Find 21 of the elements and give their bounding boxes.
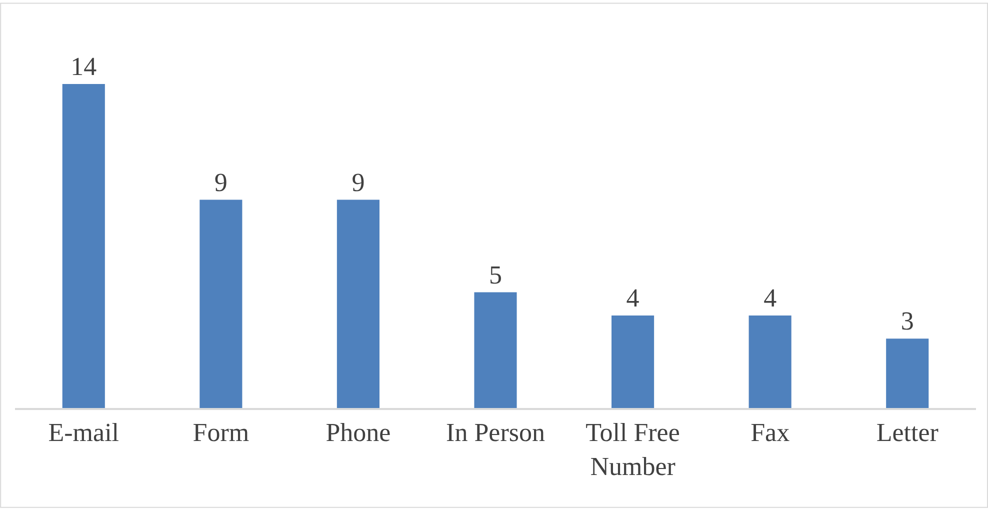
bar [200,200,242,408]
bar [612,315,654,408]
data-label: 9 [352,168,365,197]
bar [474,292,517,408]
bar [336,200,380,408]
data-label: 5 [489,260,502,290]
data-label: 4 [764,283,777,312]
x-tick-label: In Person [446,418,545,447]
x-tick-label: Toll Free Number [586,418,680,481]
bar [748,315,792,408]
x-tick-label: Form [192,418,250,447]
x-tick-label: Phone [326,418,391,447]
data-label: 9 [214,168,228,197]
bar [886,338,929,408]
bar [62,84,105,408]
x-tick-label: Letter [876,418,939,447]
x-tick-label: Fax [750,418,790,447]
x-tick-label: E-mail [48,418,120,447]
data-label: 14 [70,52,97,82]
data-label: 3 [900,306,914,336]
data-label: 4 [626,283,640,312]
